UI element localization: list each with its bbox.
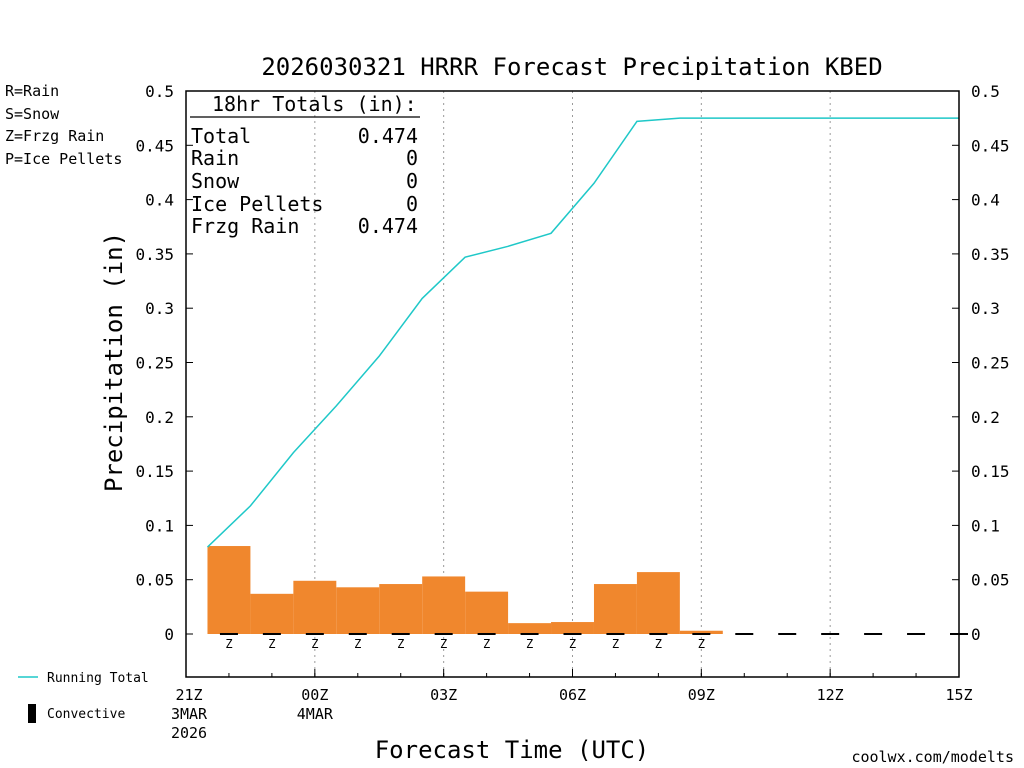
type-mark-z: Z <box>655 637 662 651</box>
frzg-rain-bar <box>250 593 294 634</box>
totals-value-rain: 0 <box>406 146 418 170</box>
frzg-rain-bar <box>593 584 637 634</box>
legend-convective-label: Convective <box>47 707 125 722</box>
y-tick-label-left: 0.25 <box>135 354 174 373</box>
totals-label-snow: Snow <box>191 169 240 193</box>
x-tick-label: 09Z <box>688 686 715 704</box>
totals-box: 18hr Totals (in): Total 0.474 Rain 0 Sno… <box>190 92 420 238</box>
y-tick-label-right: 0.2 <box>971 408 1000 427</box>
y-tick-label-right: 0.15 <box>971 462 1010 481</box>
running-total-line-group <box>206 117 959 548</box>
y-tick-label-right: 0.1 <box>971 516 1000 535</box>
y-tick-label-right: 0.35 <box>971 245 1010 264</box>
totals-label-total: Total <box>191 124 251 148</box>
totals-value-ice-pellets: 0 <box>406 192 418 216</box>
y-tick-labels-left: 0 0.05 0.1 0.15 0.2 0.25 0.3 0.35 0.4 0.45 0.5 <box>135 82 174 644</box>
y-tick-label-left: 0.05 <box>135 571 174 590</box>
type-mark-z: Z <box>569 637 576 651</box>
type-mark-z: Z <box>225 637 232 651</box>
key-frzg-rain: Z=Frzg Rain <box>5 127 104 145</box>
x-tick-label: 2026 <box>171 724 207 742</box>
y-tick-label-right: 0.4 <box>971 191 1000 210</box>
frzg-rain-bar <box>293 580 337 634</box>
totals-label-ice-pellets: Ice Pellets <box>191 192 323 216</box>
frzg-rain-bar <box>636 572 680 634</box>
type-mark-z: Z <box>526 637 533 651</box>
totals-value-total: 0.474 <box>358 124 418 148</box>
y-tick-label-right: 0.5 <box>971 82 1000 101</box>
frzg-rain-bar <box>465 591 509 634</box>
y-axis-label: Precipitation (in) <box>100 232 128 492</box>
frzg-rain-bar <box>207 546 251 634</box>
y-tick-label-left: 0.1 <box>145 516 174 535</box>
totals-heading: 18hr Totals (in): <box>212 92 417 116</box>
x-tick-label: 4MAR <box>297 705 334 723</box>
type-mark-z: Z <box>440 637 447 651</box>
legend-running-total-label: Running Total <box>47 671 149 686</box>
y-tick-label-right: 0.25 <box>971 354 1010 373</box>
totals-label-rain: Rain <box>191 146 239 170</box>
y-tick-label-left: 0.2 <box>145 408 174 427</box>
y-tick-label-right: 0 <box>971 625 981 644</box>
x-tick-label: 03Z <box>430 686 457 704</box>
totals-value-snow: 0 <box>406 169 418 193</box>
x-tick-label: 06Z <box>559 686 586 704</box>
credit-text: coolwx.com/modelts <box>851 748 1014 766</box>
type-mark-z: Z <box>354 637 361 651</box>
type-mark-z: Z <box>612 637 619 651</box>
key-snow: S=Snow <box>5 105 60 123</box>
y-tick-label-left: 0 <box>164 625 174 644</box>
type-mark-z: Z <box>311 637 318 651</box>
frzg-rain-bar <box>508 623 552 634</box>
type-mark-z: Z <box>483 637 490 651</box>
running-total-line <box>206 117 959 548</box>
x-tick-label: 21Z <box>175 686 202 704</box>
vertical-gridlines <box>314 91 831 677</box>
y-tick-label-left: 0.4 <box>145 191 174 210</box>
y-tick-label-right: 0.3 <box>971 299 1000 318</box>
y-tick-label-left: 0.15 <box>135 462 174 481</box>
x-tick-label: 3MAR <box>171 705 208 723</box>
frzg-rain-bar <box>551 622 594 634</box>
chart-title: 2026030321 HRRR Forecast Precipitation K… <box>261 53 882 81</box>
y-tick-label-left: 0.5 <box>145 82 174 101</box>
x-tick-label: 15Z <box>945 686 972 704</box>
chart-legend: Running Total Convective <box>18 671 149 723</box>
y-tick-label-left: 0.45 <box>135 136 174 155</box>
frzg-rain-bar <box>379 584 423 634</box>
y-tick-labels-right: 0 0.05 0.1 0.15 0.2 0.25 0.3 0.35 0.4 0.45 0.5 <box>971 82 1010 644</box>
frzg-rain-bars <box>207 546 723 634</box>
frzg-rain-bar <box>336 587 380 634</box>
type-mark-z: Z <box>698 637 705 651</box>
precip-type-key: R=Rain S=Snow Z=Frzg Rain P=Ice Pellets <box>5 82 122 168</box>
axis-ticks <box>185 90 960 677</box>
key-ice-pellets: P=Ice Pellets <box>5 150 122 168</box>
y-tick-label-left: 0.35 <box>135 245 174 264</box>
legend-convective-swatch <box>28 704 36 723</box>
y-tick-label-left: 0.3 <box>145 299 174 318</box>
x-axis-label: Forecast Time (UTC) <box>375 736 650 764</box>
key-rain: R=Rain <box>5 82 59 100</box>
frzg-rain-bar <box>422 576 466 634</box>
x-tick-label: 12Z <box>817 686 844 704</box>
type-mark-z: Z <box>268 637 275 651</box>
x-tick-label: 00Z <box>301 686 328 704</box>
totals-label-frzg-rain: Frzg Rain <box>191 214 299 238</box>
totals-value-frzg-rain: 0.474 <box>358 214 418 238</box>
y-tick-label-right: 0.45 <box>971 136 1010 155</box>
y-tick-label-right: 0.05 <box>971 571 1010 590</box>
frzg-rain-bar <box>679 630 723 634</box>
type-mark-z: Z <box>397 637 404 651</box>
